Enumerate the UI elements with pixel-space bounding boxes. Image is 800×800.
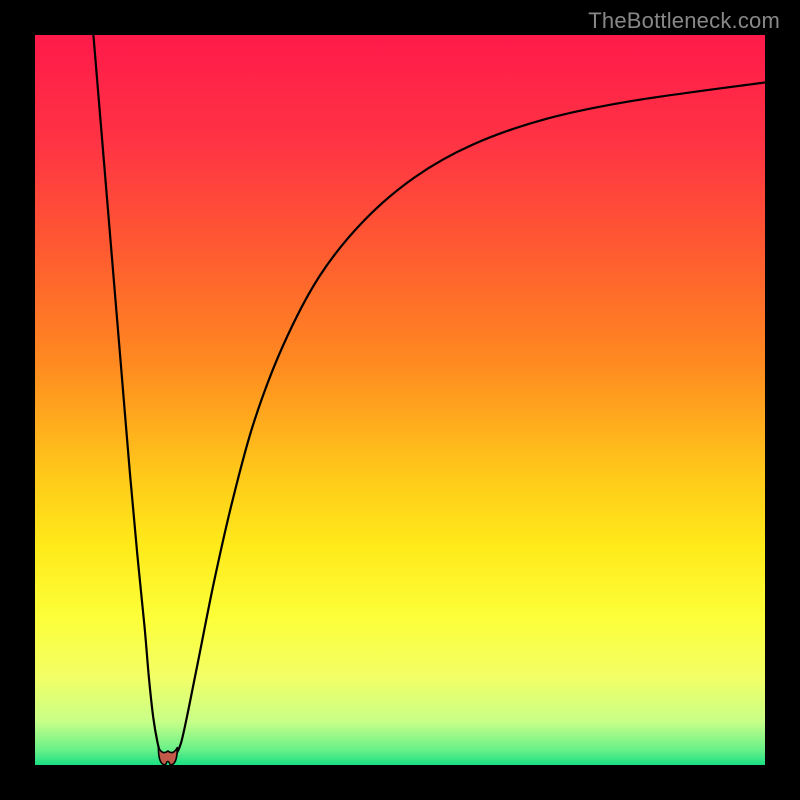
plot-gradient-area (35, 35, 765, 765)
bottleneck-chart (0, 0, 800, 800)
watermark-text: TheBottleneck.com (588, 8, 780, 34)
chart-container: TheBottleneck.com (0, 0, 800, 800)
